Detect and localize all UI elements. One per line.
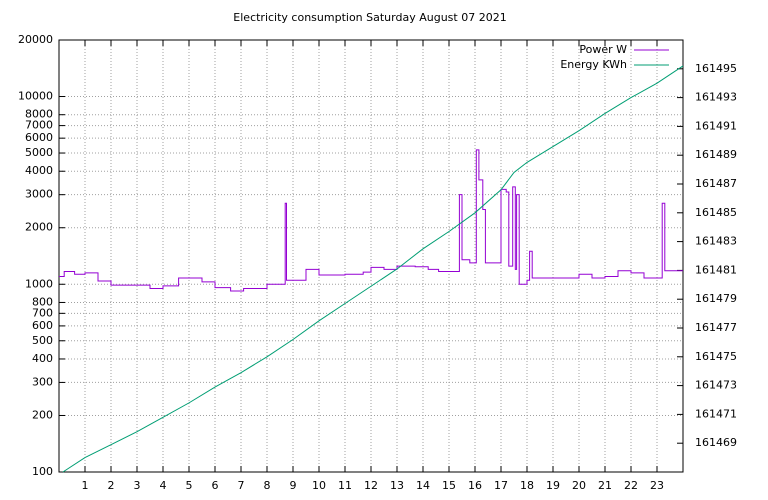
y-tick-label: 1000 [25, 277, 53, 290]
x-tick-label: 16 [468, 479, 482, 492]
y-tick-label: 800 [32, 295, 53, 308]
y2-tick-label: 161483 [695, 235, 737, 248]
legend-label: Power W [579, 43, 627, 56]
x-tick-label: 2 [108, 479, 115, 492]
y2-tick-label: 161473 [695, 379, 737, 392]
series-line [62, 65, 684, 473]
x-tick-label: 22 [624, 479, 638, 492]
y-tick-label: 20000 [18, 33, 53, 46]
x-tick-label: 18 [520, 479, 534, 492]
y-tick-label: 300 [32, 375, 53, 388]
y2-tick-label: 161477 [695, 321, 737, 334]
x-tick-label: 23 [650, 479, 664, 492]
y-tick-label: 2000 [25, 221, 53, 234]
y2-tick-label: 161493 [695, 91, 737, 104]
y-tick-label: 700 [32, 306, 53, 319]
x-tick-label: 3 [134, 479, 141, 492]
y-tick-label: 8000 [25, 108, 53, 121]
y2-tick-label: 161469 [695, 436, 737, 449]
legend-label: Energy KWh [560, 58, 627, 71]
y-tick-label: 500 [32, 334, 53, 347]
x-tick-label: 9 [290, 479, 297, 492]
x-tick-label: 12 [364, 479, 378, 492]
x-tick-label: 13 [390, 479, 404, 492]
x-tick-label: 8 [264, 479, 271, 492]
x-tick-label: 19 [546, 479, 560, 492]
x-tick-label: 21 [598, 479, 612, 492]
y-tick-label: 400 [32, 352, 53, 365]
x-tick-label: 11 [338, 479, 352, 492]
x-tick-label: 5 [186, 479, 193, 492]
x-tick-label: 4 [160, 479, 167, 492]
y2-tick-label: 161471 [695, 407, 737, 420]
series-line [59, 149, 683, 292]
y2-tick-label: 161491 [695, 119, 737, 132]
x-tick-label: 20 [572, 479, 586, 492]
y-tick-label: 4000 [25, 164, 53, 177]
y-tick-label: 600 [32, 319, 53, 332]
x-tick-label: 17 [494, 479, 508, 492]
y2-tick-label: 161475 [695, 350, 737, 363]
plot-frame [58, 39, 684, 473]
y2-tick-label: 161481 [695, 263, 737, 276]
y2-tick-label: 161479 [695, 292, 737, 305]
y-tick-label: 100 [32, 465, 53, 478]
x-tick-label: 15 [442, 479, 456, 492]
y2-tick-label: 161485 [695, 206, 737, 219]
x-tick-label: 14 [416, 479, 430, 492]
y-tick-label: 7000 [25, 119, 53, 132]
chart-title: Electricity consumption Saturday August … [233, 11, 506, 24]
y2-tick-label: 161495 [695, 62, 737, 75]
y-tick-label: 3000 [25, 188, 53, 201]
x-tick-label: 7 [238, 479, 245, 492]
x-tick-label: 6 [212, 479, 219, 492]
y2-tick-label: 161489 [695, 148, 737, 161]
y-tick-label: 6000 [25, 131, 53, 144]
y-tick-label: 10000 [18, 90, 53, 103]
y2-tick-label: 161487 [695, 177, 737, 190]
y-tick-label: 200 [32, 408, 53, 421]
y-tick-label: 5000 [25, 146, 53, 159]
x-tick-label: 1 [82, 479, 89, 492]
x-tick-label: 10 [312, 479, 326, 492]
